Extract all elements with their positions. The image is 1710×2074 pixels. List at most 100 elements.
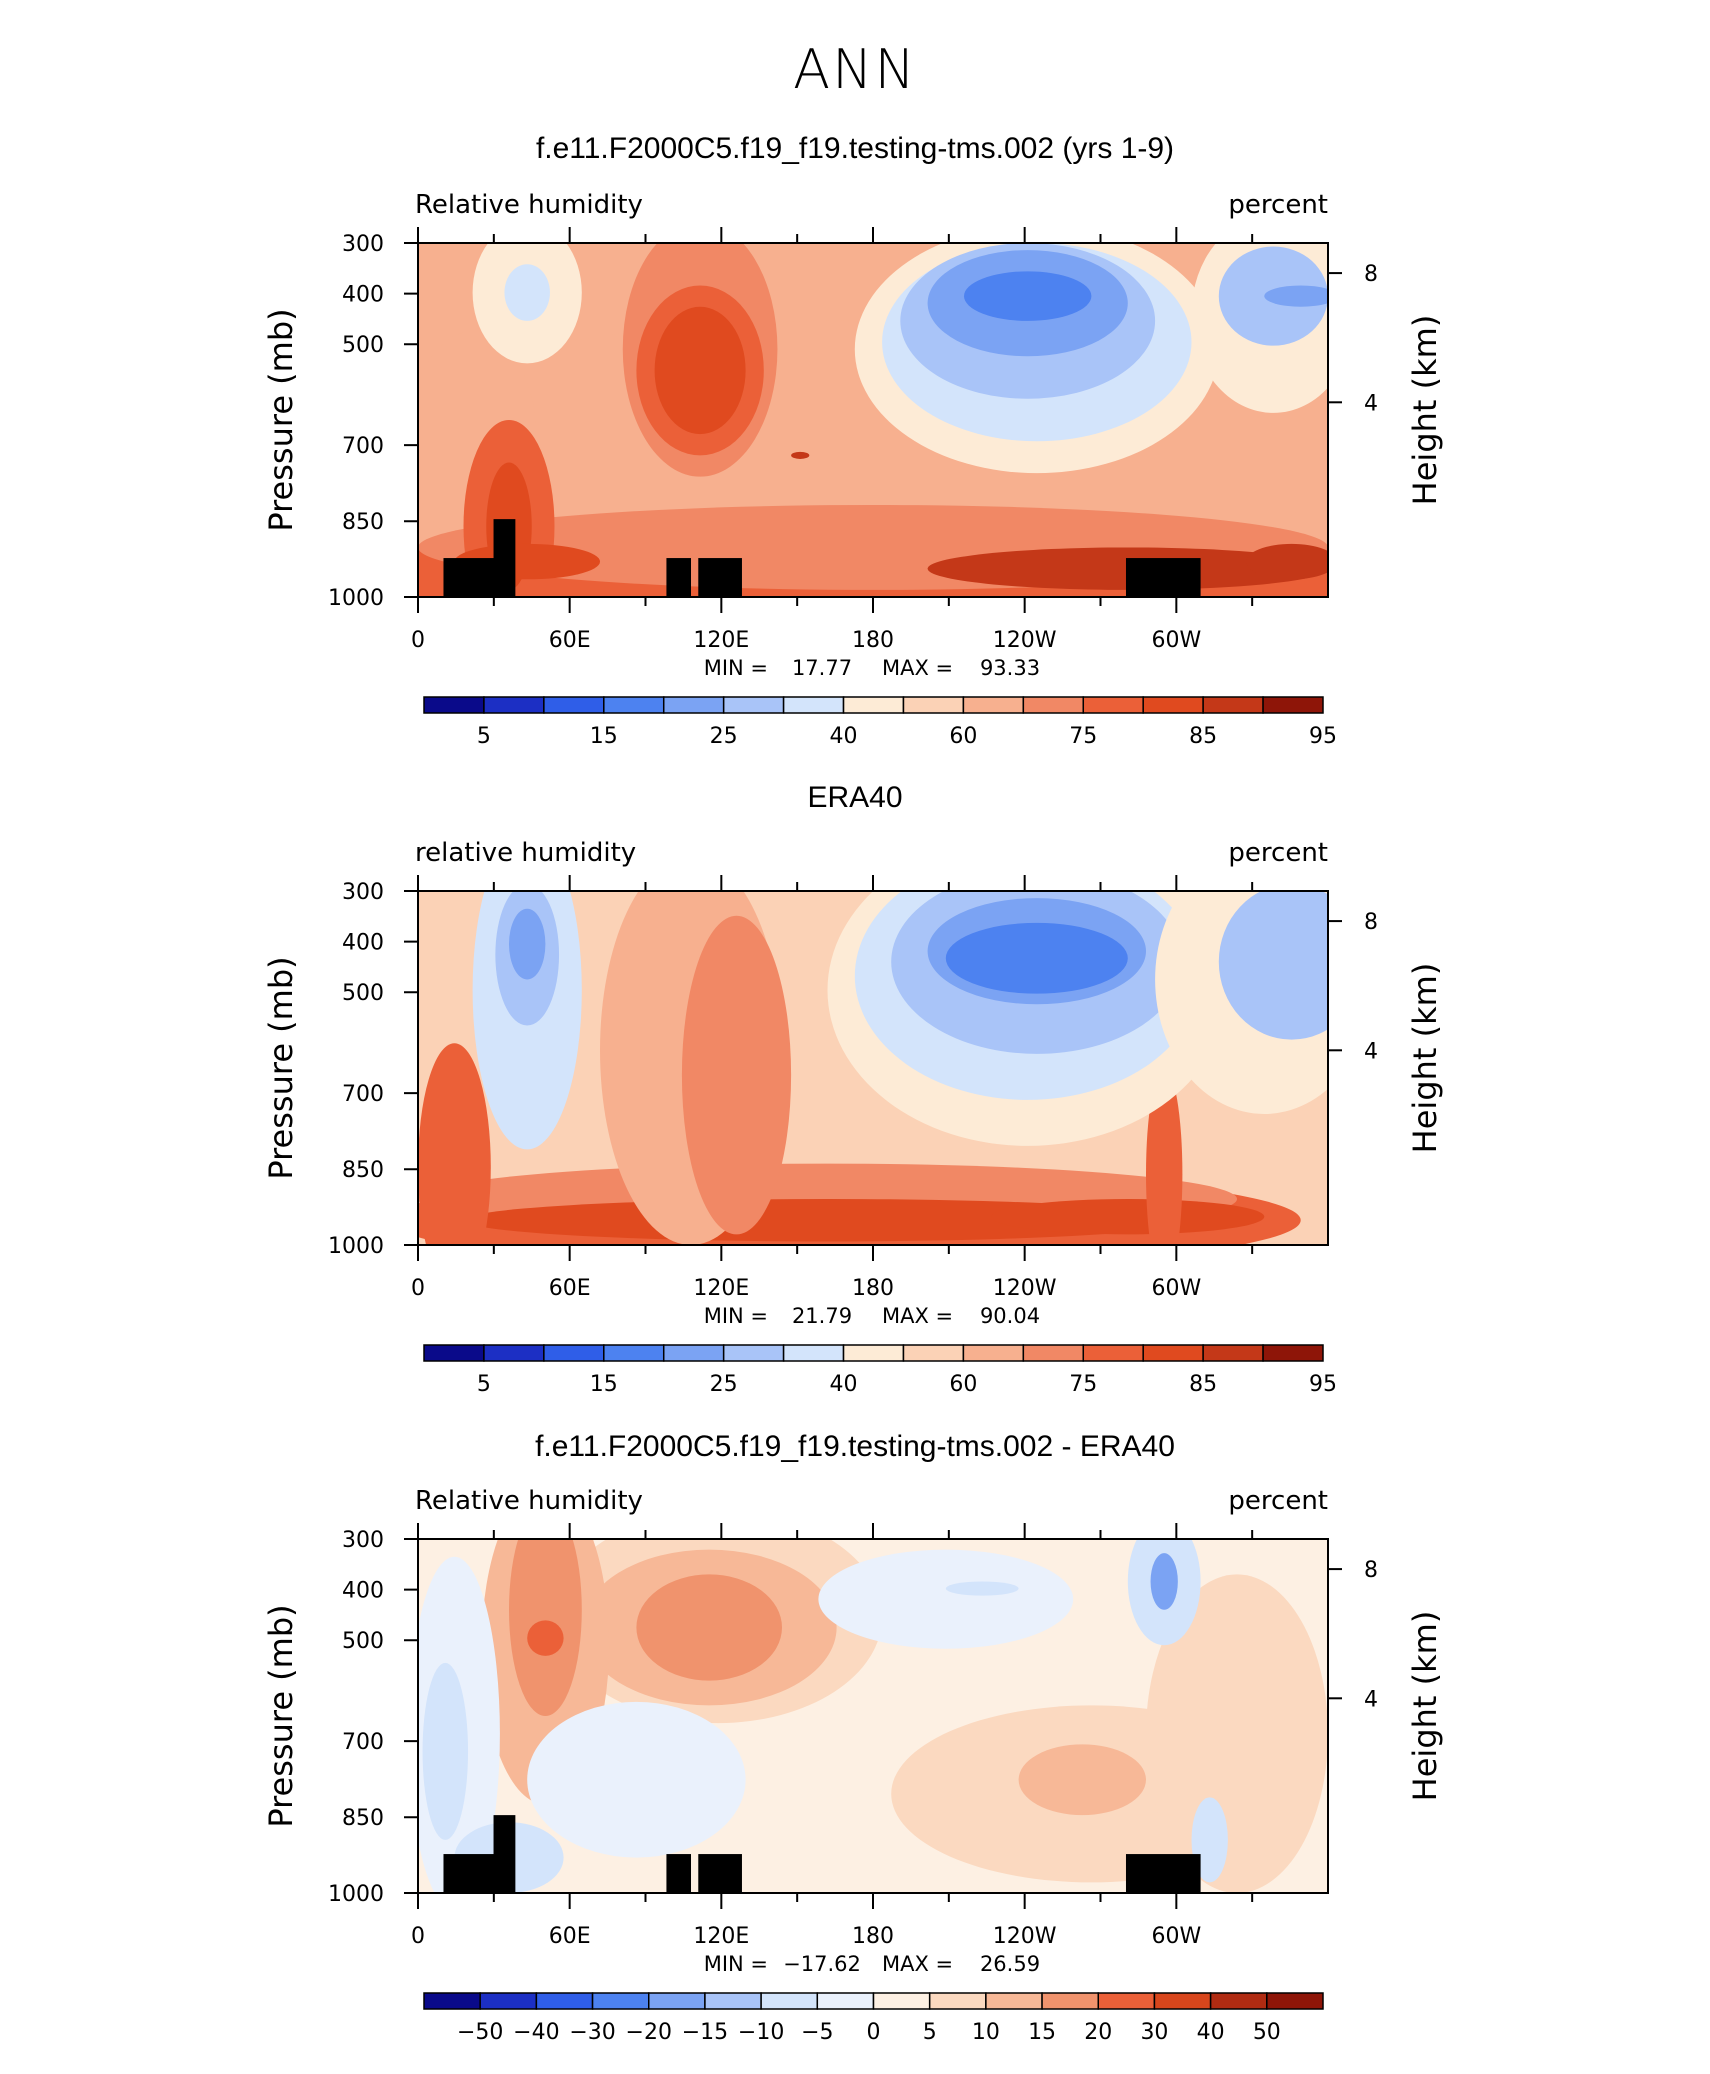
colorbar-label: 20	[1084, 2020, 1112, 2045]
terrain-block	[698, 1854, 742, 1893]
terrain-block	[493, 519, 516, 597]
contour-region	[509, 1539, 582, 1716]
colorbar-label: 85	[1189, 724, 1217, 749]
terrain-block	[443, 558, 500, 597]
y-tick-label: 500	[342, 981, 384, 1006]
x-tick-label: 60W	[1151, 1276, 1201, 1301]
colorbar-box	[1266, 1992, 1324, 2010]
x-tick-label: 180	[852, 1276, 894, 1301]
y-right-tick-label: 4	[1364, 1039, 1378, 1064]
min-label: MIN =	[704, 1952, 768, 1976]
panel-1-title: f.e11.F2000C5.f19_f19.testing-tms.002 (y…	[535, 132, 1175, 165]
contour-field	[418, 243, 1328, 597]
colorbar-box	[928, 1992, 987, 2010]
min-value: −17.62	[783, 1952, 861, 1976]
colorbar-box	[902, 1344, 965, 1362]
colorbar-label: 60	[949, 724, 977, 749]
colorbar-label: 75	[1069, 724, 1097, 749]
colorbar-label: −5	[801, 2020, 833, 2045]
x-tick-label: 0	[411, 1924, 425, 1949]
colorbar-box	[782, 1344, 845, 1362]
contour-region	[654, 306, 746, 435]
colorbar-box	[535, 1992, 594, 2010]
y-right-tick-label: 4	[1364, 391, 1378, 416]
max-label: MAX =	[882, 656, 953, 680]
x-tick-label: 60E	[549, 1924, 591, 1949]
contour-region	[636, 1574, 782, 1681]
variable-label: Relative humidity	[415, 1486, 643, 1516]
colorbar: −50 −40 −30 −20 −15 −10 −5 0 5 10 15 20 30 40 50	[423, 1992, 1324, 2045]
colorbar-box	[648, 1992, 706, 2010]
colorbar-box	[423, 1992, 481, 2010]
colorbar-label: 5	[923, 2020, 937, 2045]
panel-3-title: f.e11.F2000C5.f19_f19.testing-tms.002 - …	[535, 1430, 1175, 1463]
contour-region	[1146, 1574, 1328, 1893]
y-tick-label: 1000	[328, 1882, 384, 1907]
y-right-tick-label: 8	[1364, 1558, 1378, 1583]
colorbar-label: −30	[569, 2020, 615, 2045]
contour-field	[418, 891, 1328, 1245]
colorbar-box	[722, 696, 785, 714]
units-label: percent	[1228, 190, 1328, 220]
contour-region	[504, 264, 550, 321]
colorbar-label: 50	[1253, 2020, 1281, 2045]
colorbar-box	[543, 696, 605, 714]
contour-region	[418, 1043, 491, 1245]
min-label: MIN =	[704, 656, 768, 680]
colorbar-box	[1041, 1992, 1099, 2010]
terrain-block	[1125, 1854, 1201, 1893]
figure-title: ANN	[793, 38, 917, 101]
contour-region	[818, 1549, 1074, 1649]
colorbar-label: 10	[972, 2020, 1000, 2045]
colorbar-label: 15	[590, 724, 618, 749]
contour-region	[527, 1620, 564, 1656]
contour-region	[1146, 1068, 1183, 1245]
colorbar-box	[872, 1992, 931, 2010]
y-tick-label: 850	[342, 1158, 384, 1183]
y-tick-label: 1000	[328, 586, 384, 611]
contour-region	[1150, 1553, 1178, 1610]
terrain-block	[666, 1854, 691, 1893]
colorbar-label: 30	[1140, 2020, 1168, 2045]
colorbar-box	[722, 1344, 785, 1362]
colorbar-box	[483, 1344, 545, 1362]
colorbar-box	[902, 696, 965, 714]
colorbar-box	[782, 696, 845, 714]
max-value: 26.59	[980, 1952, 1040, 1976]
colorbar-label: 5	[477, 1372, 491, 1397]
y-tick-label: 300	[342, 880, 384, 905]
y-right-tick-label: 8	[1364, 262, 1378, 287]
colorbar-label: 15	[590, 1372, 618, 1397]
colorbar-box	[1082, 696, 1144, 714]
colorbar-label: 0	[867, 2020, 881, 2045]
colorbar-box	[603, 696, 665, 714]
contour-region	[991, 1198, 1265, 1235]
colorbar-label: 25	[710, 724, 738, 749]
y-tick-label: 300	[342, 232, 384, 257]
colorbar-box	[1022, 696, 1085, 714]
colorbar-label: 85	[1189, 1372, 1217, 1397]
x-tick-label: 60E	[549, 628, 591, 653]
contour-region	[791, 451, 810, 459]
x-tick-label: 0	[411, 1276, 425, 1301]
y-right-axis-label: Height (km)	[1406, 963, 1444, 1154]
y-tick-label: 700	[342, 1082, 384, 1107]
colorbar-box	[423, 696, 485, 714]
colorbar: 5 15 25 40 60 75 85 95	[423, 1344, 1337, 1397]
y-tick-label: 500	[342, 333, 384, 358]
contour-region	[945, 922, 1128, 994]
colorbar-label: −40	[513, 2020, 559, 2045]
y-right-axis-label: Height (km)	[1406, 315, 1444, 506]
colorbar-label: 25	[710, 1372, 738, 1397]
contour-region	[1018, 1744, 1146, 1816]
colorbar-label: −15	[682, 2020, 728, 2045]
y-tick-label: 400	[342, 283, 384, 308]
contour-region	[1246, 543, 1328, 580]
colorbar-box	[985, 1992, 1043, 2010]
colorbar-box	[1022, 1344, 1085, 1362]
colorbar-box	[1209, 1992, 1268, 2010]
colorbar-label: 40	[1197, 2020, 1225, 2045]
variable-label: Relative humidity	[415, 190, 643, 220]
y-tick-label: 400	[342, 1579, 384, 1604]
